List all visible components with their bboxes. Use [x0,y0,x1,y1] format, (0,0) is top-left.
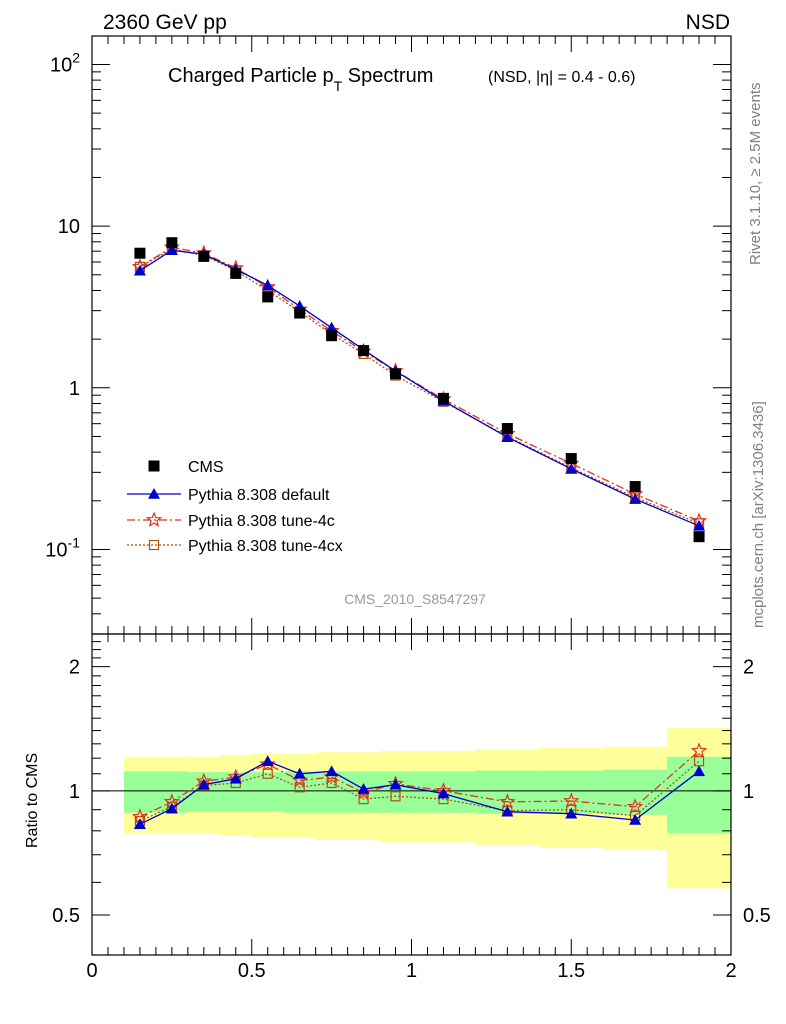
ratio-point [293,767,306,779]
ratio-point [690,742,708,758]
legend-marker [148,488,160,499]
ratio-point [229,772,242,784]
legend-marker [148,539,160,551]
ratio-point [562,792,580,808]
data-point [326,330,338,342]
ratio-y-tick-label: 2 [69,657,80,679]
data-point [390,368,402,380]
data-point [134,247,146,259]
data-point [294,307,306,319]
ratio-point [626,798,644,814]
series-line [139,249,700,527]
series-point [325,321,338,333]
ratio-series-layer [131,742,708,830]
ratio-y-tick-label-right: 0.5 [743,905,771,927]
axes-layer: 0 0.5 1 1.5 2 102 10 1 10-1 2 2 1 1 0.5 0.5 [45,35,771,982]
ratio-y-axis-label: Ratio to CMS [24,753,41,848]
ratio-point [565,807,578,819]
series-point [565,462,578,474]
ratio-point [499,793,516,809]
chart-title-main: Charged Particle p [168,65,334,87]
x-tick-label: 1 [406,960,417,982]
legend-label: Pythia 8.308 tune-4cx [188,538,343,555]
ratio-y-tick-label-right: 2 [743,657,754,679]
y-tick-label: 1 [69,378,80,400]
ratio-point [437,787,450,799]
ratio-point [262,768,273,779]
chart-title-range: (NSD, |η| = 0.4 - 0.6) [488,69,635,86]
ratio-y-tick-label: 0.5 [52,905,80,927]
band-inner [603,769,668,815]
legend-label: Pythia 8.308 tune-4c [188,513,335,530]
series-point [261,279,274,291]
ratio-point [325,765,338,777]
ratio-point [629,813,642,825]
chart-title-sub: T [334,78,343,94]
data-point [437,392,449,404]
side-mcplots-label: mcplots.cern.ch [arXiv:1306.3436] [750,401,767,628]
data-point [166,237,178,249]
energy-label: 2360 GeV pp [103,11,227,34]
legend-label: CMS [188,459,224,476]
chart-title-tail: Spectrum [342,65,433,87]
analysis-id: CMS_2010_S8547297 [344,591,486,607]
y-tick-label: 102 [50,49,80,76]
process-label: NSD [686,11,730,34]
series-point [165,244,178,255]
ratio-series-line [139,750,700,818]
x-tick-label: 0 [86,960,97,982]
ratio-point [501,805,514,817]
data-point [230,267,242,279]
ratio-y-tick-label-right: 1 [743,781,754,803]
ratio-point [693,765,706,777]
y-tick-label: 10-1 [45,534,80,561]
legend-marker [145,511,163,528]
ratio-point [261,755,274,766]
x-tick-label: 1.5 [557,960,585,982]
y-tick-label: 10 [58,216,80,238]
legend: CMS Pythia 8.308 default Pythia 8.308 tune… [127,459,343,555]
ratio-point [389,778,402,790]
data-point [358,345,370,357]
band-inner [187,772,220,812]
ratio-y-tick-label: 1 [69,781,80,803]
ratio-point [355,783,372,800]
legend-label: Pythia 8.308 default [188,487,330,504]
ratio-band-layer [92,728,731,889]
x-tick-label: 0.5 [238,960,266,982]
ratio-point [357,783,370,794]
series-point [133,264,146,276]
main-series-layer [131,237,708,543]
data-point [262,291,274,303]
band-inner [539,770,604,814]
ratio-point [165,802,178,814]
x-tick-label: 2 [725,960,736,982]
series-line [139,246,700,522]
side-rivet-label: Rivet 3.1.10, ≥ 2.5M events [747,83,764,266]
data-point [629,481,641,493]
data-point [198,250,210,262]
ratio-point [197,778,210,790]
data-point [501,423,513,435]
series-point [693,519,706,531]
legend-marker-cms [148,460,160,472]
ratio-series-line [139,760,700,825]
ratio-point [259,755,276,772]
band-inner [123,771,156,813]
ratio-point [133,818,146,830]
chart-title: Charged Particle pT Spectrum [168,65,433,94]
data-point [693,531,705,543]
series-point [629,493,642,504]
series-point [501,431,514,442]
ratio-point [390,791,401,802]
data-point [565,453,577,465]
